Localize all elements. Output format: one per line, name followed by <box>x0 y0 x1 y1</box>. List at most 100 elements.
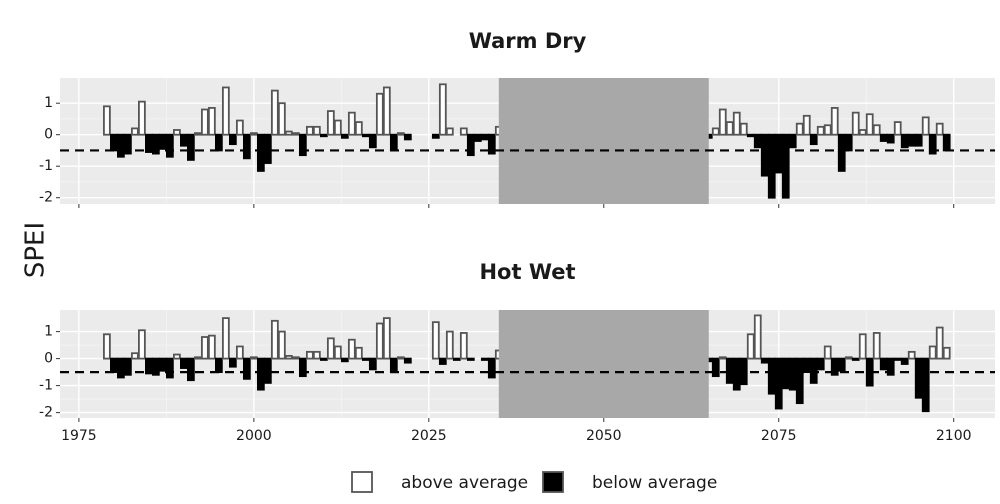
bar <box>760 133 769 177</box>
bar <box>872 332 881 360</box>
bar <box>382 86 391 136</box>
bar <box>173 129 181 136</box>
bar <box>152 133 160 155</box>
bar <box>166 133 174 158</box>
panel: Warm Dry -2 -1 0 1 <box>39 29 995 208</box>
bar <box>823 124 832 136</box>
bar <box>179 357 188 369</box>
bar <box>145 357 153 375</box>
bar <box>396 132 405 136</box>
bar <box>235 345 244 360</box>
bar <box>159 357 167 372</box>
bar <box>382 317 391 360</box>
bar <box>816 357 825 371</box>
bar <box>389 133 398 152</box>
bar <box>767 133 776 199</box>
bar <box>795 122 804 136</box>
bar <box>298 357 307 378</box>
bar <box>256 357 265 391</box>
bar <box>138 329 146 360</box>
x-tick-label: 2000 <box>236 428 272 444</box>
bar <box>907 133 916 147</box>
bar <box>375 92 384 136</box>
bar <box>207 107 216 136</box>
bar <box>431 133 440 139</box>
x-tick-label: 1975 <box>61 428 97 444</box>
bar <box>179 133 188 147</box>
bar <box>110 133 118 152</box>
bar <box>466 357 475 361</box>
bar <box>879 133 888 142</box>
bar <box>802 357 811 374</box>
legend: above average below average <box>351 471 717 493</box>
bar <box>256 133 265 172</box>
bar <box>263 133 272 164</box>
bar <box>837 133 846 172</box>
panel: Hot Wet -2 -1 0 1 1975 2000 2025 2050 2075 2100 <box>39 260 995 444</box>
x-tick-label: 2100 <box>936 428 972 444</box>
bar <box>725 121 734 136</box>
bar <box>270 319 279 360</box>
bar <box>788 357 797 391</box>
bar <box>277 102 286 136</box>
bar <box>935 326 944 360</box>
bar <box>249 132 258 136</box>
legend-swatch <box>351 471 373 493</box>
bar <box>746 333 755 360</box>
x-tick-label: 2050 <box>586 428 622 444</box>
bar <box>816 125 825 136</box>
bar <box>823 345 832 360</box>
bar <box>767 357 776 395</box>
bar <box>368 133 377 149</box>
bar <box>354 121 363 136</box>
bar <box>124 133 132 155</box>
bar <box>110 357 118 374</box>
bar <box>879 357 888 371</box>
bar <box>718 356 727 360</box>
bar <box>131 352 139 360</box>
bar <box>893 357 902 361</box>
bar <box>739 122 748 136</box>
bar <box>193 132 202 136</box>
y-tick-label: -1 <box>39 158 53 174</box>
bar <box>221 86 230 136</box>
bar <box>333 119 342 136</box>
bar <box>263 357 272 384</box>
bar <box>214 357 223 374</box>
bar <box>326 110 335 136</box>
bar <box>718 108 727 136</box>
bar <box>173 353 181 360</box>
bar <box>459 332 468 360</box>
bar <box>872 124 881 136</box>
bar <box>746 133 755 138</box>
y-axis-label: SPEI <box>21 222 51 278</box>
bar <box>103 333 111 360</box>
bar <box>865 113 874 136</box>
bar <box>103 105 111 136</box>
bar <box>438 357 447 365</box>
bar <box>166 357 174 379</box>
bar <box>781 133 790 199</box>
bar <box>312 125 321 136</box>
bar <box>228 133 237 146</box>
bar <box>487 133 496 155</box>
bar <box>368 357 377 371</box>
bar <box>117 133 125 158</box>
bar <box>858 333 867 360</box>
bar <box>830 107 839 136</box>
bar <box>214 133 223 152</box>
bar <box>284 130 293 136</box>
bar <box>319 133 328 138</box>
bar <box>333 345 342 360</box>
bar <box>886 133 895 144</box>
bar <box>361 357 370 361</box>
bar <box>942 133 951 152</box>
bar <box>809 133 818 146</box>
bar <box>159 133 167 150</box>
bar <box>284 354 293 360</box>
panel-title: Warm Dry <box>469 29 587 53</box>
bar <box>900 133 909 149</box>
y-tick-label: 0 <box>44 127 53 143</box>
bar <box>774 133 783 174</box>
